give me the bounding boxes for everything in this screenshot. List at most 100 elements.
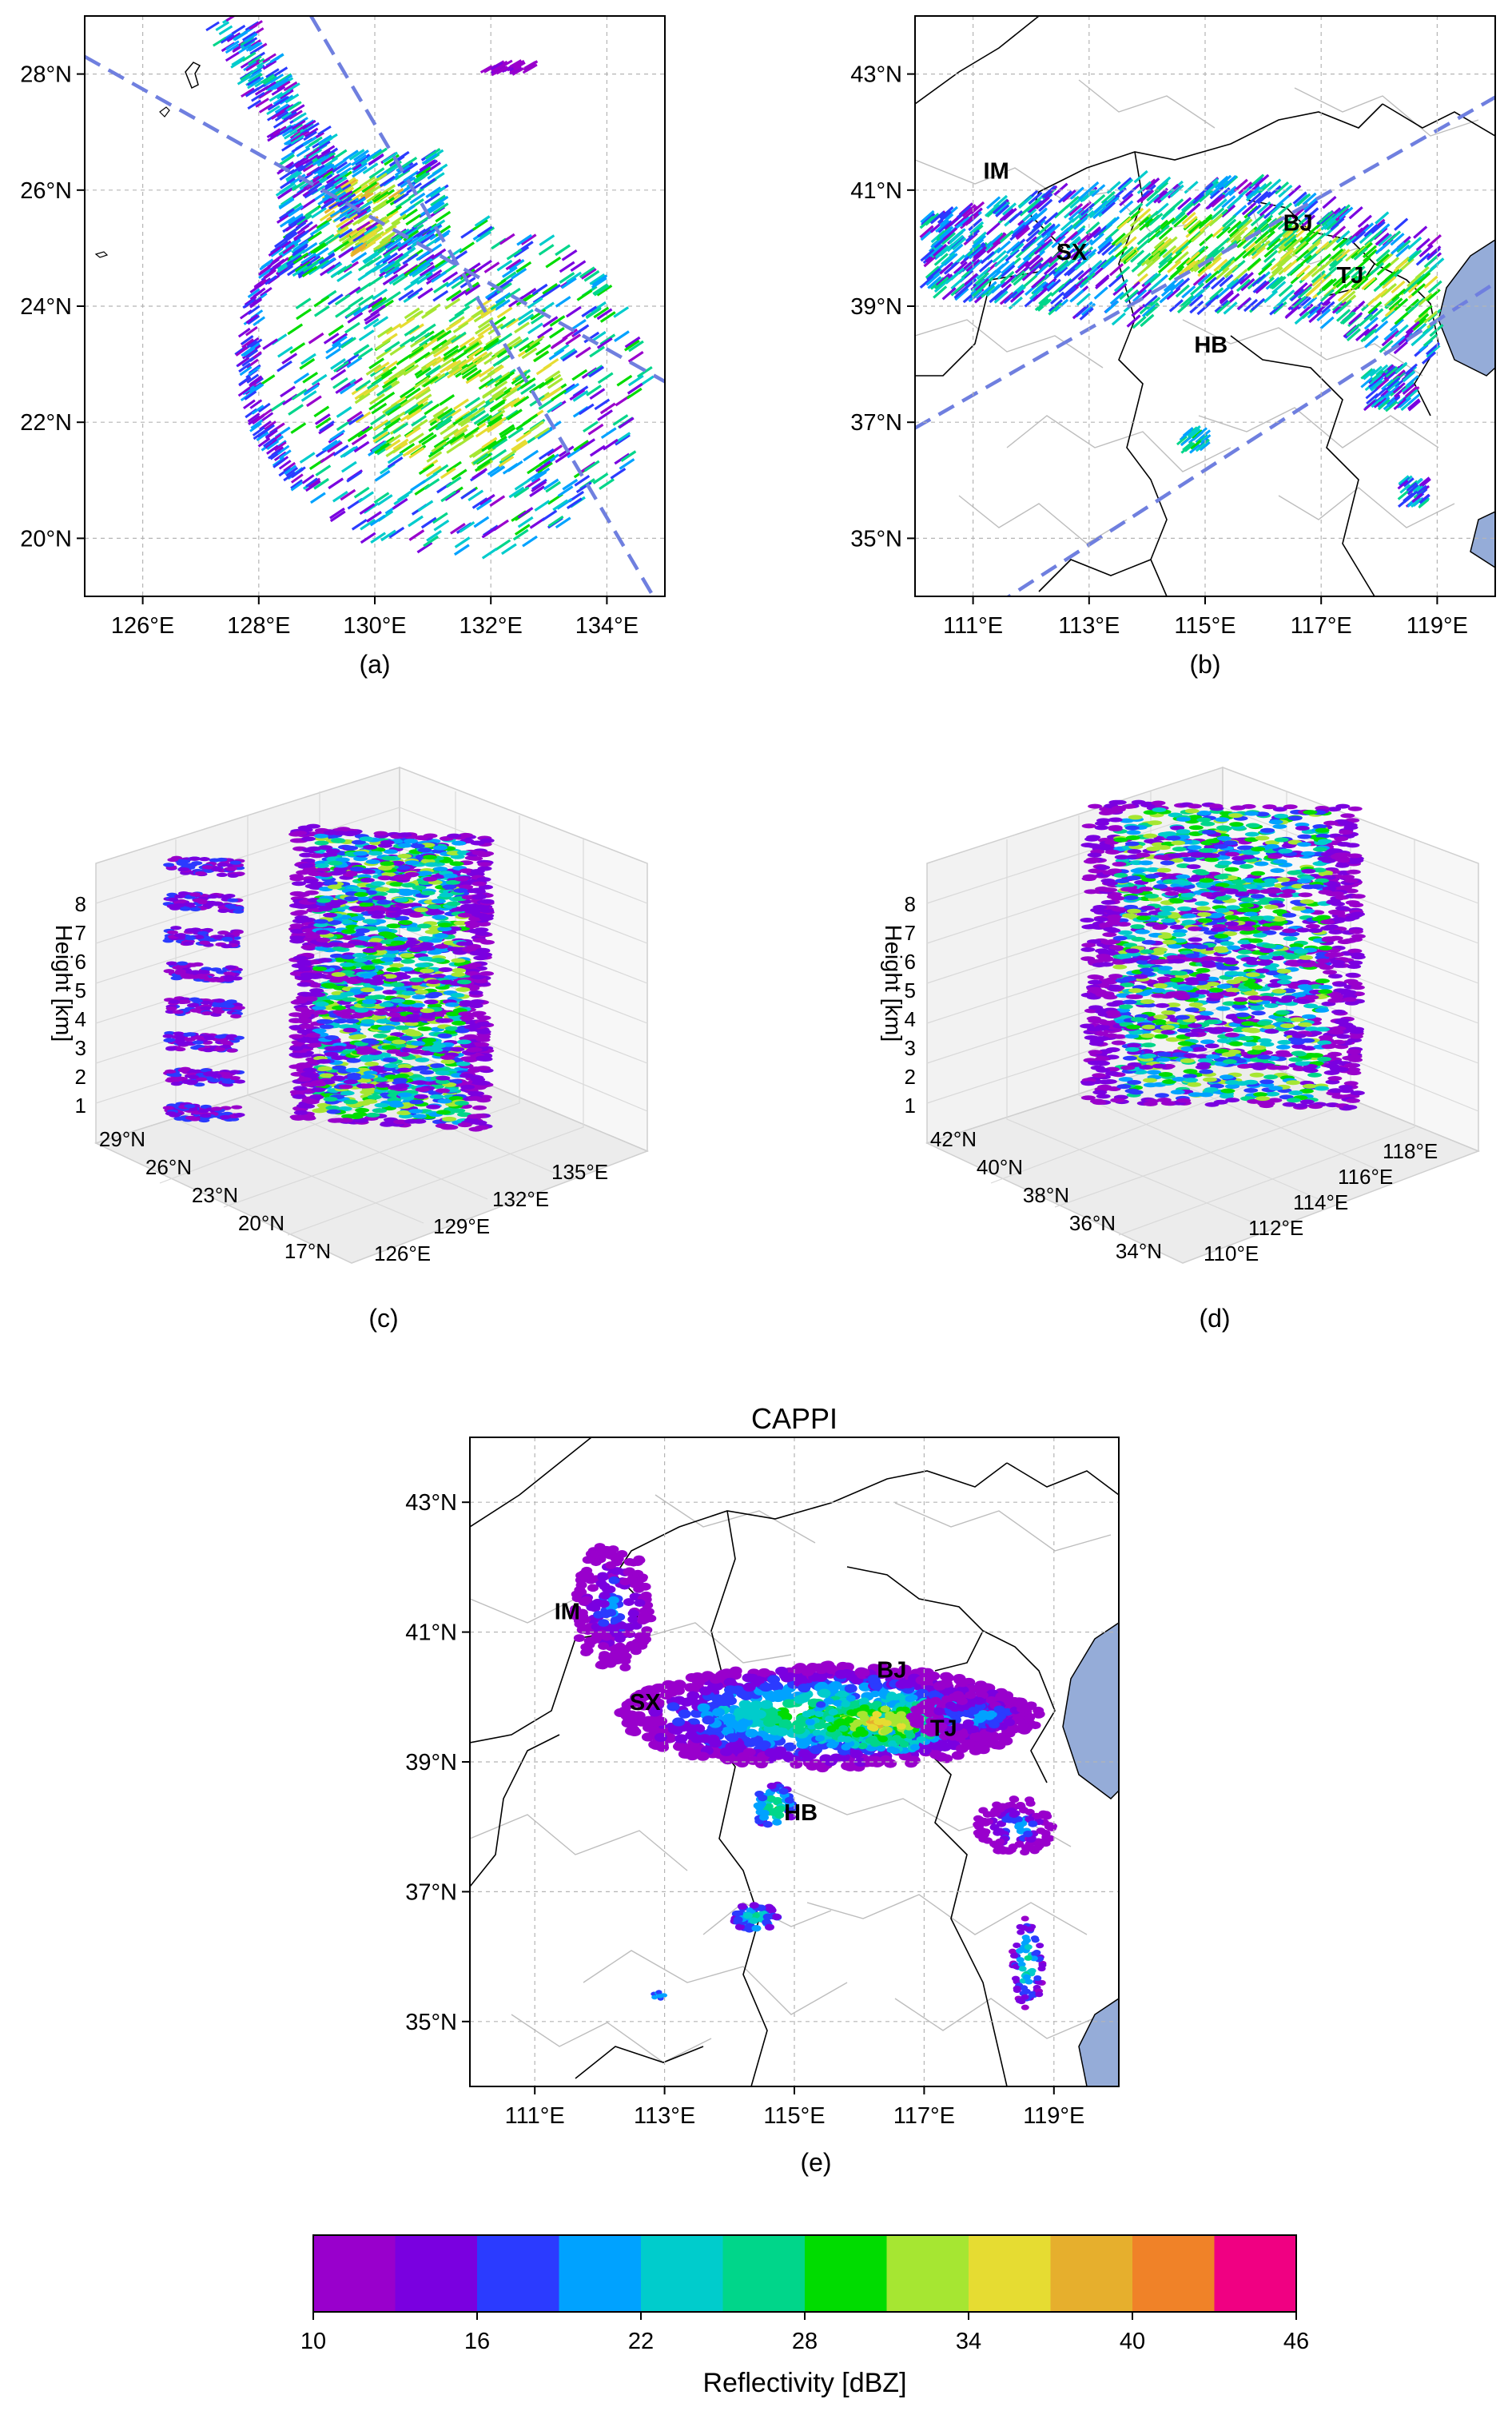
echo-mark xyxy=(376,1083,390,1088)
panel-b-caption: (b) xyxy=(1189,650,1220,679)
echo-mark xyxy=(399,966,413,971)
echo-mark xyxy=(166,1006,177,1010)
echo-mark xyxy=(170,926,181,930)
echo-mark xyxy=(438,923,452,927)
echo-mark xyxy=(189,975,200,979)
echo-mark xyxy=(368,1094,382,1099)
echo-mark xyxy=(347,979,361,984)
echo-mark xyxy=(386,967,400,972)
echo-mark xyxy=(361,1019,376,1024)
echo-mark xyxy=(378,931,392,936)
echo-mark xyxy=(323,913,337,918)
echo-mark xyxy=(450,993,464,998)
echo-mark xyxy=(400,959,415,964)
echo-mark xyxy=(460,1074,474,1078)
echo-mark xyxy=(425,930,440,935)
echo-mark xyxy=(300,1104,315,1109)
echo-mark xyxy=(436,1088,450,1093)
y-tick-label: 24°N xyxy=(20,294,72,320)
y-tick-label: 41°N xyxy=(850,178,902,204)
echo-mark xyxy=(316,1059,331,1064)
echo-mark xyxy=(360,1055,375,1060)
echo-mark xyxy=(340,943,355,948)
echo-mark xyxy=(362,999,376,1004)
echo-mark xyxy=(170,1073,181,1077)
echo-mark xyxy=(473,1121,487,1126)
x-tick-label: 111°E xyxy=(943,613,1003,639)
echo-mark xyxy=(225,965,236,969)
echo-mark xyxy=(396,1052,410,1057)
echo-mark xyxy=(412,994,426,999)
echo-mark xyxy=(469,950,483,955)
echo-mark xyxy=(475,1042,489,1047)
x-tick-label: 132°E xyxy=(460,613,523,639)
echo-mark xyxy=(221,1074,233,1078)
echo-mark xyxy=(340,1090,355,1095)
x-tick-label: 115°E xyxy=(1174,613,1235,639)
echo-mark xyxy=(200,1114,211,1118)
echo-mark xyxy=(343,1028,357,1033)
echo-mark xyxy=(361,1083,376,1088)
echo-mark xyxy=(397,1068,412,1073)
echo-mark xyxy=(344,1079,358,1084)
echo-mark xyxy=(174,933,185,937)
echo-mark xyxy=(300,1072,315,1077)
x-tick-label: 130°E xyxy=(343,613,406,639)
echo-mark xyxy=(450,1047,464,1052)
echo-mark xyxy=(464,1025,479,1030)
y-tick-label: 35°N xyxy=(850,526,902,552)
echo-mark xyxy=(203,1048,214,1052)
echo-mark xyxy=(341,929,356,934)
echo-mark xyxy=(391,940,405,945)
echo-mark xyxy=(226,999,237,1003)
echo-mark xyxy=(378,1026,392,1031)
echo-mark xyxy=(209,1078,221,1082)
echo-mark xyxy=(426,1105,440,1110)
echo-mark xyxy=(418,956,432,961)
echo-mark xyxy=(372,1108,387,1113)
echo-mark xyxy=(409,978,424,982)
echo-mark xyxy=(163,1038,174,1042)
echo-mark xyxy=(438,967,452,972)
echo-mark xyxy=(352,1013,366,1018)
echo-mark xyxy=(360,1074,375,1079)
echo-mark xyxy=(476,1022,491,1026)
echo-mark xyxy=(311,1080,325,1085)
echo-mark xyxy=(436,1018,450,1023)
echo-mark xyxy=(436,1070,450,1075)
echo-mark xyxy=(339,1084,353,1089)
echo-mark xyxy=(445,1002,460,1007)
echo-mark xyxy=(436,1110,451,1114)
echo-mark xyxy=(290,911,304,916)
echo-mark xyxy=(455,1101,469,1106)
echo-mark xyxy=(332,972,346,977)
echo-mark xyxy=(352,1034,367,1038)
echo-mark xyxy=(288,1034,303,1039)
echo-mark xyxy=(458,1011,472,1016)
echo-mark xyxy=(456,942,471,946)
x-tick-label: 113°E xyxy=(1058,613,1120,639)
echo-mark xyxy=(442,1117,456,1122)
echo-mark xyxy=(373,1011,388,1016)
echo-mark xyxy=(420,942,434,946)
echo-mark xyxy=(171,976,182,980)
echo-mark xyxy=(221,944,232,948)
echo-mark xyxy=(383,1058,397,1062)
y-tick-label: 43°N xyxy=(850,62,902,88)
echo-mark xyxy=(415,1087,429,1092)
echo-mark xyxy=(165,1046,177,1050)
echo-mark xyxy=(452,968,466,973)
echo-mark xyxy=(393,1078,408,1082)
echo-mark xyxy=(342,997,356,1002)
echo-mark xyxy=(180,1000,191,1004)
echo-mark xyxy=(316,938,330,942)
echo-mark xyxy=(297,1018,312,1022)
echo-mark xyxy=(297,1030,312,1034)
echo-mark xyxy=(308,1043,322,1048)
echo-mark xyxy=(332,1118,346,1122)
echo-mark xyxy=(475,931,490,936)
echo-mark xyxy=(434,944,448,949)
echo-mark xyxy=(198,970,209,974)
echo-mark xyxy=(392,1039,406,1044)
